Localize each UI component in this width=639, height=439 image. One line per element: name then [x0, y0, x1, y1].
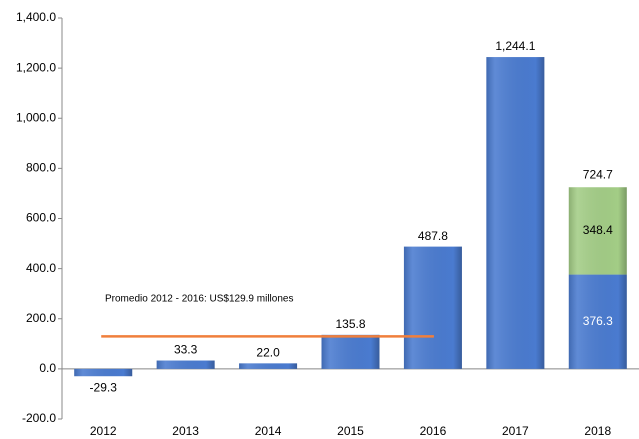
data-label: 135.8 [335, 317, 365, 331]
y-tick-label: 1,000.0 [16, 110, 56, 124]
y-tick-label: 200.0 [26, 311, 56, 325]
bar-shade [486, 57, 545, 369]
data-label: 487.8 [418, 229, 448, 243]
bar-shade [239, 363, 298, 369]
data-label: 376.3 [583, 314, 613, 328]
bar-shade [321, 334, 380, 369]
x-tick-label: 2016 [420, 424, 447, 438]
reference-label: Promedio 2012 - 2016: US$129.9 millones [105, 294, 293, 305]
y-tick-label: -200.0 [22, 411, 56, 425]
bar-shade [568, 187, 627, 275]
y-tick-label: 600.0 [26, 211, 56, 225]
x-tick-label: 2014 [255, 424, 282, 438]
x-tick-label: 2015 [337, 424, 364, 438]
bar-shade [156, 360, 215, 369]
total-label: 724.7 [583, 167, 613, 181]
y-tick-label: 1,400.0 [16, 10, 56, 24]
x-tick-label: 2013 [172, 424, 199, 438]
x-tick-label: 2017 [502, 424, 529, 438]
y-tick-label: 400.0 [26, 261, 56, 275]
data-label: -29.3 [90, 380, 118, 394]
data-label: 33.3 [174, 343, 198, 357]
y-tick-label: 1,200.0 [16, 60, 56, 74]
data-label: 348.4 [583, 223, 613, 237]
bar-shade [74, 368, 133, 377]
bar-shade [403, 246, 462, 369]
x-tick-label: 2012 [90, 424, 117, 438]
data-label: 22.0 [256, 346, 280, 360]
y-tick-label: 800.0 [26, 161, 56, 175]
data-label: 1,244.1 [495, 39, 535, 53]
x-tick-label: 2018 [584, 424, 611, 438]
bar-shade [568, 274, 627, 369]
y-tick-label: 0.0 [39, 361, 56, 375]
